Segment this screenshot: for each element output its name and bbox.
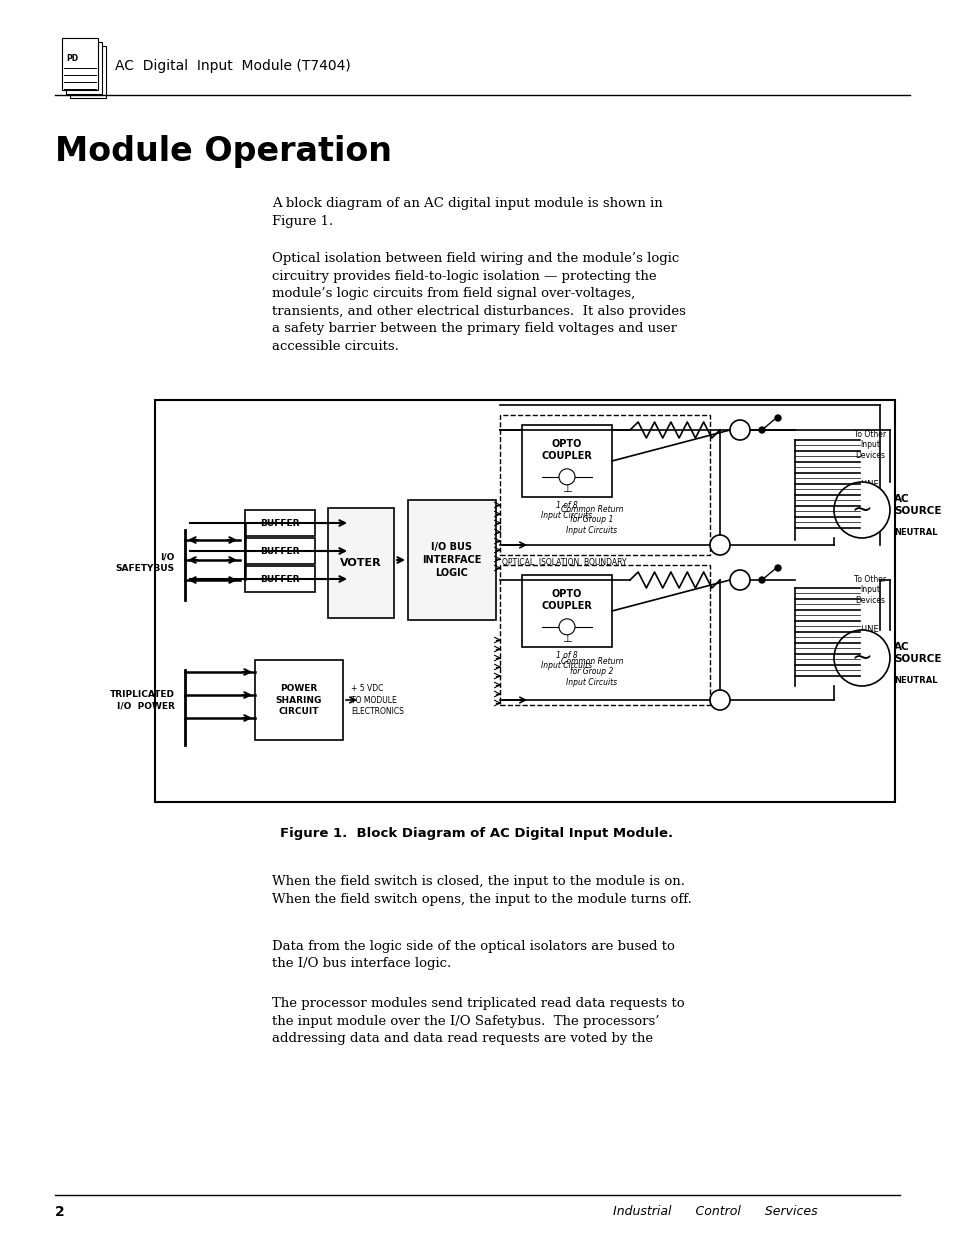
Bar xyxy=(408,500,496,620)
Text: accessible circuits.: accessible circuits. xyxy=(272,340,398,352)
Bar xyxy=(245,538,314,564)
Circle shape xyxy=(759,577,764,583)
Bar xyxy=(70,46,106,98)
Bar xyxy=(154,400,894,802)
Text: Common Return
for Group 1
Input Circuits: Common Return for Group 1 Input Circuits xyxy=(560,505,622,535)
Text: 1 of 8
Input Circuits: 1 of 8 Input Circuits xyxy=(541,651,592,671)
Text: circuitry provides field-to-logic isolation — protecting the: circuitry provides field-to-logic isolat… xyxy=(272,269,656,283)
Circle shape xyxy=(833,630,889,685)
Text: LINE: LINE xyxy=(860,480,879,489)
Text: When the field switch opens, the input to the module turns off.: When the field switch opens, the input t… xyxy=(272,893,691,905)
Text: PD: PD xyxy=(66,53,78,63)
Circle shape xyxy=(729,420,749,440)
Text: Module Operation: Module Operation xyxy=(55,135,392,168)
Text: addressing data and data read requests are voted by the: addressing data and data read requests a… xyxy=(272,1032,653,1045)
Circle shape xyxy=(729,571,749,590)
Text: I/O
SAFETYBUS: I/O SAFETYBUS xyxy=(115,553,174,573)
Bar xyxy=(328,508,394,618)
Text: Data from the logic side of the optical isolators are bused to: Data from the logic side of the optical … xyxy=(272,940,674,953)
Text: BUFFER: BUFFER xyxy=(260,574,299,583)
Text: OPTICAL  ISOLATION  BOUNDARY: OPTICAL ISOLATION BOUNDARY xyxy=(501,558,626,567)
Text: A block diagram of an AC digital input module is shown in: A block diagram of an AC digital input m… xyxy=(272,198,662,210)
Bar xyxy=(521,425,612,496)
Bar xyxy=(254,659,343,740)
Text: AC
SOURCE: AC SOURCE xyxy=(893,642,941,663)
Circle shape xyxy=(709,690,729,710)
Text: a safety barrier between the primary field voltages and user: a safety barrier between the primary fie… xyxy=(272,322,677,335)
Text: ⊥: ⊥ xyxy=(561,484,571,494)
Text: the I/O bus interface logic.: the I/O bus interface logic. xyxy=(272,957,451,971)
Text: ~: ~ xyxy=(851,646,872,671)
Circle shape xyxy=(774,564,781,571)
Circle shape xyxy=(558,619,575,635)
Bar xyxy=(62,38,98,90)
Text: To Other
Input
Devices: To Other Input Devices xyxy=(853,576,885,605)
Text: VOTER: VOTER xyxy=(340,558,381,568)
Text: Common Return
for Group 2
Input Circuits: Common Return for Group 2 Input Circuits xyxy=(560,657,622,687)
Text: + 5 VDC
TO MODULE
ELECTRONICS: + 5 VDC TO MODULE ELECTRONICS xyxy=(351,684,403,715)
Circle shape xyxy=(709,535,729,555)
Text: transients, and other electrical disturbances.  It also provides: transients, and other electrical disturb… xyxy=(272,305,685,317)
Bar xyxy=(521,576,612,647)
Text: Optical isolation between field wiring and the module’s logic: Optical isolation between field wiring a… xyxy=(272,252,679,266)
Circle shape xyxy=(774,415,781,421)
Circle shape xyxy=(558,469,575,485)
Text: ⊥: ⊥ xyxy=(561,634,571,643)
Text: The processor modules send triplicated read data requests to: The processor modules send triplicated r… xyxy=(272,997,684,1010)
Text: NEUTRAL: NEUTRAL xyxy=(893,527,937,536)
Text: ~: ~ xyxy=(851,498,872,522)
Bar xyxy=(499,415,709,555)
Text: the input module over the I/O Safetybus.  The processors’: the input module over the I/O Safetybus.… xyxy=(272,1014,659,1028)
Text: LINE: LINE xyxy=(860,625,879,634)
Text: AC  Digital  Input  Module (T7404): AC Digital Input Module (T7404) xyxy=(115,59,351,73)
Text: 1 of 8
Input Circuits: 1 of 8 Input Circuits xyxy=(541,501,592,520)
Text: Figure 1.  Block Diagram of AC Digital Input Module.: Figure 1. Block Diagram of AC Digital In… xyxy=(280,827,673,840)
Bar xyxy=(66,42,102,94)
Text: POWER
SHARING
CIRCUIT: POWER SHARING CIRCUIT xyxy=(275,684,322,715)
Circle shape xyxy=(759,427,764,433)
Bar xyxy=(245,510,314,536)
Text: OPTO
COUPLER: OPTO COUPLER xyxy=(541,440,592,461)
Text: To Other
Input
Devices: To Other Input Devices xyxy=(853,430,885,459)
Text: BUFFER: BUFFER xyxy=(260,519,299,527)
Text: Figure 1.: Figure 1. xyxy=(272,215,333,227)
Text: NEUTRAL: NEUTRAL xyxy=(893,676,937,684)
Bar xyxy=(499,564,709,705)
Text: OPTO
COUPLER: OPTO COUPLER xyxy=(541,589,592,611)
Text: BUFFER: BUFFER xyxy=(260,547,299,556)
Circle shape xyxy=(833,482,889,538)
Text: TRIPLICATED
I/O  POWER: TRIPLICATED I/O POWER xyxy=(110,690,174,710)
Text: 2: 2 xyxy=(55,1205,65,1219)
Text: I/O BUS
INTERFACE
LOGIC: I/O BUS INTERFACE LOGIC xyxy=(422,542,481,578)
Text: module’s logic circuits from field signal over-voltages,: module’s logic circuits from field signa… xyxy=(272,287,635,300)
Text: When the field switch is closed, the input to the module is on.: When the field switch is closed, the inp… xyxy=(272,876,684,888)
Text: Industrial      Control      Services: Industrial Control Services xyxy=(612,1205,817,1218)
Text: AC
SOURCE: AC SOURCE xyxy=(893,494,941,516)
Bar xyxy=(245,566,314,592)
